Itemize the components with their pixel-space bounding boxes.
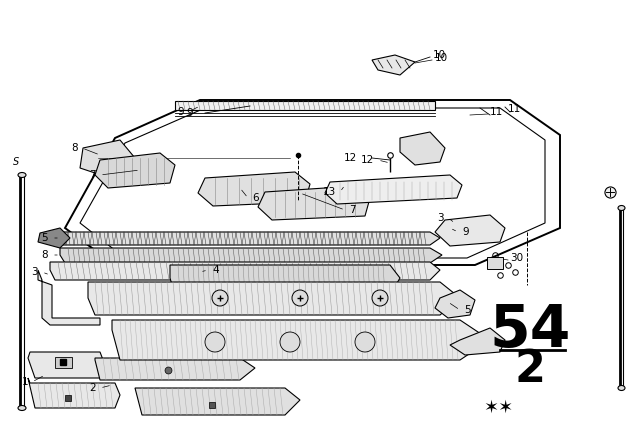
Polygon shape: [435, 215, 505, 246]
Text: 30: 30: [510, 253, 523, 263]
Polygon shape: [28, 352, 105, 378]
Text: 3: 3: [31, 267, 38, 277]
Text: 8: 8: [72, 143, 78, 153]
Polygon shape: [175, 101, 435, 110]
Ellipse shape: [618, 206, 625, 211]
Polygon shape: [198, 172, 310, 206]
Polygon shape: [38, 228, 70, 248]
Text: 2: 2: [515, 349, 545, 392]
Polygon shape: [95, 153, 175, 188]
Text: 1: 1: [21, 377, 28, 387]
Polygon shape: [372, 55, 415, 75]
Text: 12: 12: [344, 153, 357, 163]
Text: 9: 9: [186, 108, 193, 118]
Circle shape: [212, 290, 228, 306]
Polygon shape: [55, 357, 72, 368]
Circle shape: [355, 332, 375, 352]
Text: 11: 11: [490, 107, 503, 117]
Text: 5: 5: [464, 305, 470, 315]
Polygon shape: [435, 290, 475, 318]
Polygon shape: [450, 328, 505, 355]
Polygon shape: [95, 358, 255, 380]
Polygon shape: [60, 248, 442, 263]
Polygon shape: [258, 186, 370, 220]
Polygon shape: [50, 262, 440, 280]
Text: 9: 9: [462, 227, 468, 237]
Circle shape: [280, 332, 300, 352]
Ellipse shape: [18, 172, 26, 177]
Text: 5: 5: [42, 233, 48, 243]
Polygon shape: [135, 388, 300, 415]
Polygon shape: [400, 132, 445, 165]
Text: 10: 10: [433, 50, 446, 60]
Ellipse shape: [18, 405, 26, 410]
Text: S: S: [13, 157, 19, 167]
Text: 54: 54: [490, 302, 571, 358]
Text: 8: 8: [42, 250, 48, 260]
Text: 13: 13: [323, 187, 336, 197]
Text: 9: 9: [177, 107, 184, 117]
Text: 11: 11: [508, 104, 521, 114]
Text: 10: 10: [435, 53, 448, 63]
Polygon shape: [112, 320, 490, 360]
Polygon shape: [170, 265, 400, 295]
Polygon shape: [325, 175, 462, 204]
Polygon shape: [28, 378, 120, 408]
Polygon shape: [80, 140, 135, 178]
Ellipse shape: [618, 385, 625, 391]
Circle shape: [205, 332, 225, 352]
Text: ✶✶: ✶✶: [483, 399, 513, 417]
Text: 2: 2: [90, 383, 96, 393]
Text: 7: 7: [90, 170, 96, 180]
Text: 12: 12: [361, 155, 374, 165]
Circle shape: [292, 290, 308, 306]
Text: 4: 4: [212, 265, 219, 275]
Text: 6: 6: [252, 193, 259, 203]
Circle shape: [372, 290, 388, 306]
Text: 7: 7: [349, 205, 356, 215]
Text: 3: 3: [437, 213, 444, 223]
Polygon shape: [38, 270, 100, 325]
Polygon shape: [55, 232, 440, 245]
Polygon shape: [88, 282, 460, 315]
FancyBboxPatch shape: [487, 257, 503, 269]
